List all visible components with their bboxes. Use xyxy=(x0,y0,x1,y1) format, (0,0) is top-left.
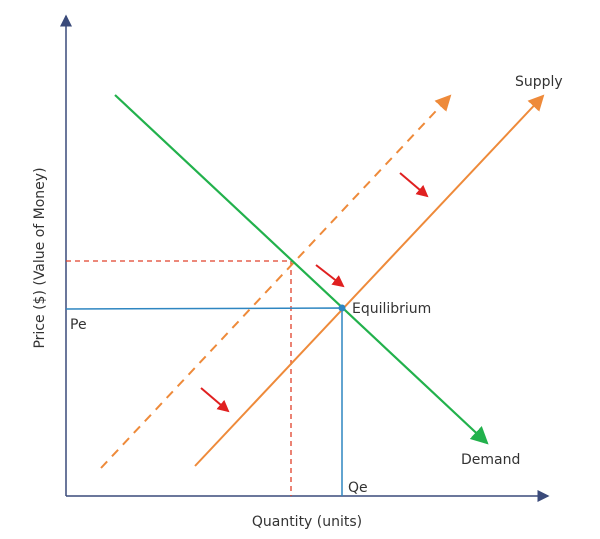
shift-arrow xyxy=(399,172,429,198)
demand-label: Demand xyxy=(461,452,520,468)
supply-label: Supply xyxy=(515,74,563,90)
equilibrium-guide xyxy=(65,307,343,496)
shift-arrow xyxy=(200,387,230,413)
demand-curve xyxy=(114,94,489,445)
equilibrium-label: Equilibrium xyxy=(352,301,431,317)
price-label: Pe xyxy=(70,317,87,333)
shift-arrow xyxy=(315,264,345,288)
original-supply xyxy=(100,94,452,469)
supply-curve xyxy=(194,94,545,467)
shift-guide xyxy=(66,260,292,496)
x-axis-label: Quantity (units) xyxy=(252,514,362,530)
quantity-label: Qe xyxy=(348,480,368,496)
equilibrium-point xyxy=(338,304,346,312)
y-axis-label: Price ($) (Value of Money) xyxy=(32,167,48,348)
